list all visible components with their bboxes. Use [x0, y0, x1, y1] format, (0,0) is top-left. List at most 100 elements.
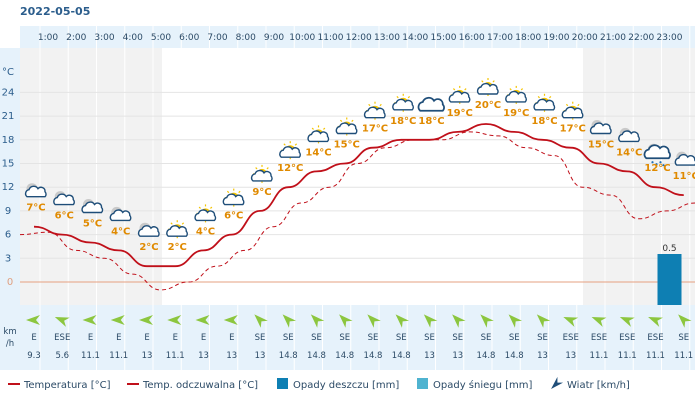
wind-speed-label: 11.1	[646, 351, 665, 361]
temperature-label: 17°C	[362, 124, 388, 135]
sun-cloud-icon	[476, 78, 499, 96]
temperature-label: 20°C	[475, 100, 501, 111]
cloud-outline	[24, 185, 47, 198]
hour-label: 12:00	[346, 33, 372, 43]
cloud-shape	[392, 98, 414, 111]
hour-label: 19:00	[544, 33, 570, 43]
sun-ray	[565, 103, 569, 107]
hour-label: 1:00	[38, 33, 58, 43]
hour-label: 11:00	[318, 33, 344, 43]
sun-ray	[549, 96, 552, 99]
hour-label: 3:00	[94, 33, 114, 43]
hour-label: 15:00	[431, 33, 457, 43]
temperature-label: 4°C	[196, 226, 215, 237]
moon-cloud-icon	[589, 120, 612, 135]
wind-speed-label: 5.6	[55, 351, 69, 361]
cloud-outline	[618, 130, 640, 143]
wind-arrow-icon	[367, 314, 381, 328]
wind-speed-label: 11.1	[590, 351, 609, 361]
temperature-label: 18°C	[531, 116, 557, 127]
wind-arrow-shape	[82, 315, 97, 325]
moon-cloud-icon	[53, 191, 75, 206]
wind-arrow-shape	[619, 317, 635, 327]
wind-arrow-icon	[139, 315, 153, 325]
feels-like-line	[19, 131, 695, 291]
wind-speed-label: 11.1	[166, 351, 185, 361]
sun-ray	[492, 80, 495, 83]
temperature-label: 15°C	[334, 140, 360, 151]
cloud-shape	[448, 90, 471, 103]
wind-arrow-icon	[452, 314, 466, 328]
sun-ray	[226, 190, 230, 194]
rain-drop	[651, 161, 654, 164]
temperature-label: 7°C	[26, 203, 45, 214]
y-tick-label: 3	[5, 253, 11, 264]
wind-direction-label: E	[173, 333, 178, 343]
wind-arrow-shape	[139, 315, 153, 325]
wind-arrow-icon	[195, 315, 210, 325]
hour-label: 13:00	[374, 33, 400, 43]
cloud-outline	[81, 201, 104, 214]
hour-label: 22:00	[628, 33, 654, 43]
cloud-outline	[222, 193, 245, 206]
y-tick-label: 6	[5, 230, 11, 241]
hour-label: 16:00	[459, 33, 485, 43]
wind-arrow-shape	[452, 314, 466, 328]
cloud-outline	[53, 193, 75, 206]
wind-arrow-icon	[678, 314, 692, 328]
moon-cloud-icon	[81, 199, 104, 214]
wind-arrow-icon	[26, 315, 40, 325]
sun-cloud-icon	[392, 93, 414, 112]
cloud-outline	[643, 144, 671, 160]
wind-speed-label: 14.8	[477, 351, 496, 361]
rain-value-label: 0.5	[662, 244, 676, 254]
temperature-label: 2°C	[168, 242, 187, 253]
y-axis-band	[0, 48, 20, 306]
chart-date: 2022-05-05	[20, 5, 90, 18]
wind-speed-label: 13	[255, 351, 266, 361]
cloud-shape	[81, 201, 104, 214]
wind-speed-label: 11.1	[618, 351, 637, 361]
wind-arrow-icon	[167, 315, 182, 325]
cloud-shape	[24, 185, 47, 198]
cloud-outline	[194, 209, 217, 222]
wind-speed-label: 13	[537, 351, 548, 361]
sun-cloud-icon	[250, 164, 273, 183]
wind-unit-band	[0, 305, 20, 370]
wind-arrow-shape	[480, 314, 494, 328]
sun-ray	[396, 96, 399, 99]
wind-speed-label: 13	[565, 351, 576, 361]
temperature-label: 17°C	[560, 124, 586, 135]
wind-direction-label: SE	[368, 333, 379, 343]
wind-arrow-shape	[54, 317, 70, 327]
sun-cloud-icon	[505, 85, 527, 104]
sun-ray	[520, 88, 524, 91]
temperature-label: 6°C	[224, 211, 243, 222]
wind-arrow-shape	[223, 315, 238, 325]
wind-direction-label: E	[116, 333, 121, 343]
cloud-outline	[392, 98, 414, 111]
wind-arrow-icon	[395, 314, 410, 328]
wind-unit-label: /h	[6, 339, 14, 349]
wind-speed-label: 13	[452, 351, 463, 361]
wind-speed-label: 13	[226, 351, 237, 361]
wind-arrow-icon	[110, 315, 125, 325]
wind-direction-label: SE	[678, 333, 689, 343]
hour-label: 2:00	[66, 33, 86, 43]
sun-ray	[464, 88, 467, 91]
cloud-outline	[335, 122, 358, 135]
hour-label: 4:00	[123, 33, 143, 43]
wind-arrow-icon	[310, 314, 325, 328]
cloud-outline	[109, 209, 132, 222]
cloud-shape	[505, 90, 527, 103]
sun-cloud-icon	[363, 101, 386, 120]
wind-direction-label: SE	[537, 333, 548, 343]
wind-arrow-shape	[282, 314, 297, 328]
cloud-shape	[137, 225, 160, 237]
hour-label: 14:00	[402, 33, 428, 43]
y-tick-label: 18	[2, 135, 15, 146]
wind-direction-label: E	[144, 333, 149, 343]
wind-direction-label: E	[229, 333, 234, 343]
legend-rain-swatch	[277, 378, 288, 389]
wind-speed-label: 13	[198, 351, 209, 361]
